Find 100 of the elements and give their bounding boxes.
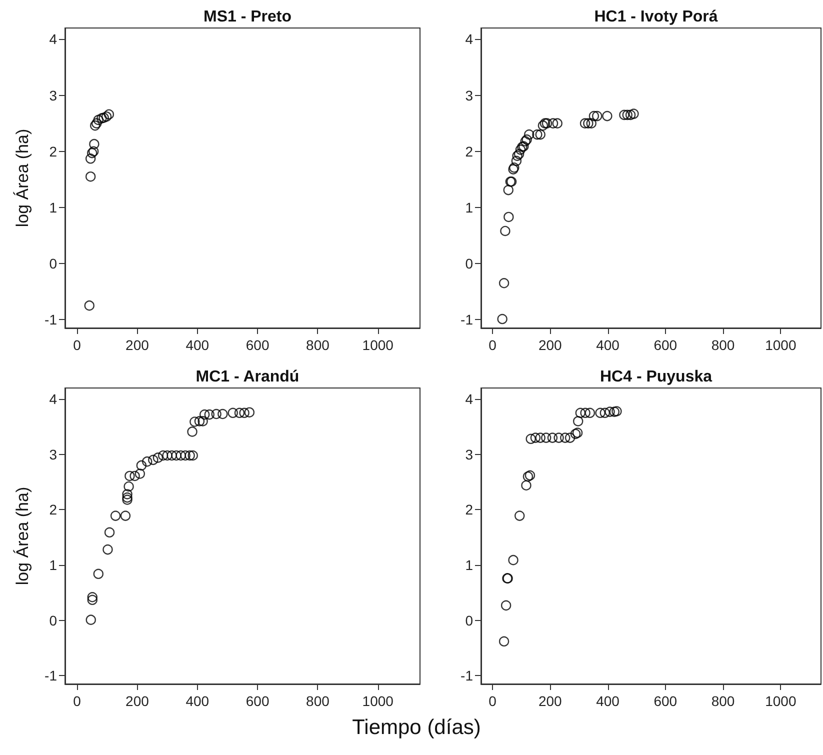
point	[497, 314, 508, 324]
point	[508, 554, 518, 566]
y-tick-label: 3	[49, 446, 58, 462]
point	[101, 112, 112, 122]
point	[187, 426, 198, 437]
x-tick-label: 1000	[362, 693, 394, 709]
y-tick-label: 3	[49, 87, 58, 104]
point	[194, 416, 205, 426]
point	[530, 432, 541, 443]
point	[622, 110, 632, 120]
y-tick-label: 0	[465, 256, 474, 272]
y-tick-label: 4	[49, 31, 58, 48]
point	[552, 118, 562, 128]
x-tick-label: 0	[488, 693, 497, 709]
y-tick-label: -1	[44, 312, 58, 328]
point	[514, 510, 525, 521]
point	[564, 432, 576, 443]
point	[228, 408, 238, 418]
y-tick-label: 2	[465, 143, 474, 160]
point	[586, 118, 596, 128]
x-tick-label: 0	[488, 337, 497, 353]
point	[93, 568, 104, 579]
point	[547, 432, 558, 443]
point	[104, 109, 114, 120]
point	[148, 454, 158, 466]
y-tick-label: 1	[49, 199, 58, 216]
point	[532, 129, 542, 140]
point	[592, 110, 602, 122]
point	[166, 450, 177, 461]
chart-title: MS1 - Preto	[203, 8, 292, 26]
point	[498, 636, 510, 646]
y-tick-label: 2	[465, 502, 474, 518]
point	[130, 470, 140, 482]
point	[500, 600, 512, 611]
x-tick-label: 600	[654, 693, 678, 709]
x-axis-title: Tiempo (días)	[351, 716, 482, 740]
point	[87, 594, 98, 605]
point	[239, 408, 250, 418]
x-tick-label: 600	[246, 693, 270, 709]
chart-title: MC1 - Arandú	[196, 368, 300, 386]
y-tick-label: 1	[465, 557, 474, 574]
point	[104, 527, 115, 538]
point	[244, 407, 255, 418]
x-tick-label: 600	[246, 337, 270, 353]
point	[218, 408, 228, 420]
x-tick-label: 400	[596, 337, 620, 353]
x-tick-label: 0	[73, 337, 82, 353]
point	[180, 450, 190, 461]
point	[176, 450, 186, 461]
y-tick-label: -1	[460, 668, 474, 684]
y-tick-label: 0	[465, 612, 474, 628]
point	[521, 480, 532, 490]
point	[122, 492, 132, 503]
y-tick-label: 1	[465, 199, 474, 216]
y-tick-label: 0	[49, 256, 58, 272]
point	[580, 408, 590, 418]
y-tick-label: 4	[49, 391, 58, 408]
point	[503, 184, 514, 196]
x-tick-label: 800	[711, 693, 735, 709]
x-tick-label: 200	[126, 337, 150, 353]
point	[595, 408, 606, 418]
point	[580, 118, 590, 128]
point	[84, 300, 94, 311]
point	[560, 432, 570, 443]
y-tick-label: 4	[465, 31, 474, 48]
point	[573, 416, 584, 426]
point	[628, 108, 639, 119]
point	[92, 118, 102, 128]
point	[86, 614, 96, 625]
x-tick-label: 1000	[765, 693, 796, 709]
point	[200, 409, 210, 420]
chart-title: HC1 - Ivoty Porá	[594, 8, 718, 26]
point	[504, 212, 514, 222]
y-tick-label: 4	[465, 391, 474, 408]
point	[142, 456, 152, 467]
x-tick-label: 400	[596, 693, 620, 709]
point	[535, 129, 546, 140]
point	[190, 416, 200, 427]
y-tick-label: -1	[44, 668, 58, 684]
point	[548, 118, 558, 128]
x-tick-label: 400	[186, 693, 210, 709]
point	[535, 432, 546, 443]
point	[554, 432, 564, 443]
point	[188, 450, 198, 461]
y-axis-title: log Área (ha)	[13, 128, 32, 228]
point	[171, 450, 182, 461]
x-tick-label: 800	[711, 337, 735, 353]
x-tick-label: 1000	[765, 337, 796, 353]
point	[625, 110, 636, 120]
y-tick-label: 3	[465, 87, 474, 104]
point	[93, 114, 104, 126]
x-tick-label: 800	[306, 337, 330, 353]
point	[584, 408, 596, 418]
point	[85, 172, 96, 182]
chart-title: HC4 - Puyuska	[600, 368, 712, 386]
point	[604, 406, 615, 417]
point	[158, 450, 168, 461]
point	[184, 450, 195, 461]
point	[204, 409, 215, 420]
point	[500, 226, 510, 236]
